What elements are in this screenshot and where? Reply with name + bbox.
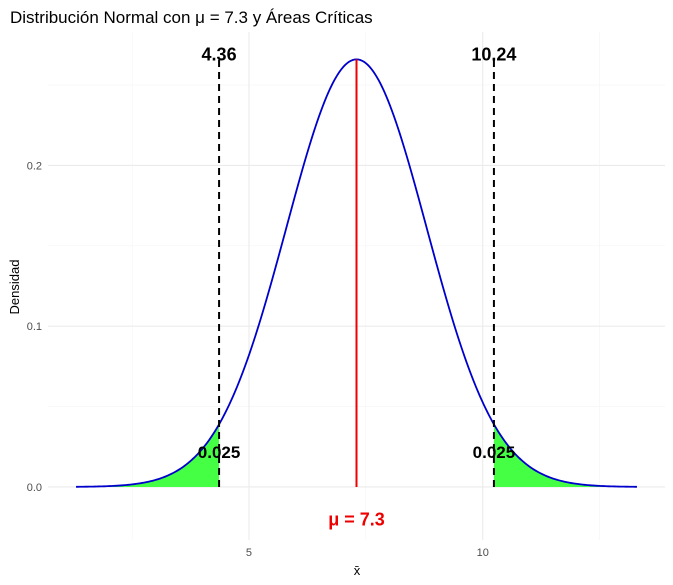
x-axis-label: x̄ — [354, 563, 361, 578]
chart-title: Distribución Normal con μ = 7.3 y Áreas … — [10, 8, 373, 27]
x-tick-label: 10 — [477, 547, 489, 559]
annotation-labels: 4.36 10.24 0.025 0.025 μ = 7.3 — [198, 44, 517, 529]
right-tail-area-label: 0.025 — [473, 443, 516, 462]
mean-label: μ = 7.3 — [328, 510, 385, 530]
density-curve — [76, 58, 637, 488]
left-tail-area-label: 0.025 — [198, 443, 241, 462]
y-tick-label: 0.0 — [27, 482, 42, 494]
tail-areas — [76, 424, 637, 487]
axis-ticks: 5 10 0.0 0.1 0.2 — [27, 160, 489, 559]
x-tick-label: 5 — [246, 547, 252, 559]
left-tail-area — [76, 424, 220, 487]
right-critical-value-label: 10.24 — [471, 44, 516, 64]
y-tick-label: 0.2 — [27, 160, 42, 172]
y-tick-label: 0.1 — [27, 321, 42, 333]
reference-lines — [218, 55, 495, 487]
right-tail-area — [493, 424, 637, 487]
density-curve-layer — [76, 58, 637, 488]
y-axis-label: Densidad — [7, 260, 22, 315]
left-critical-value-label: 4.36 — [202, 44, 237, 64]
